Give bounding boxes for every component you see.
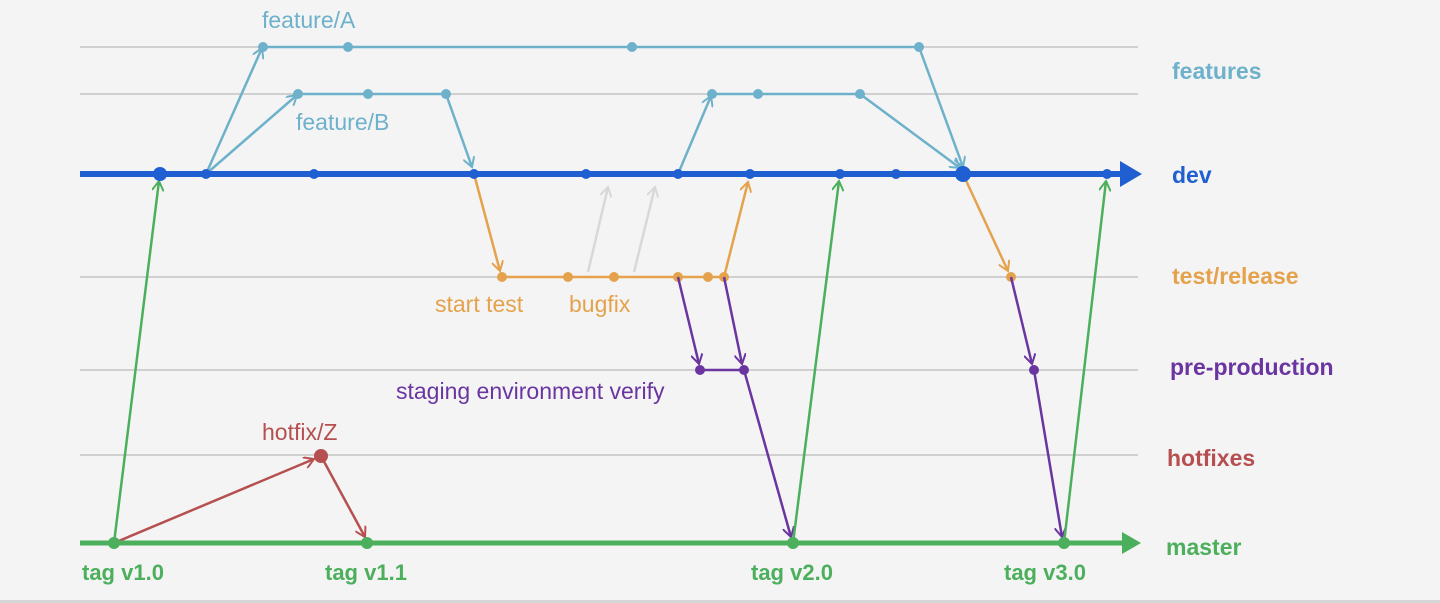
preprod-to-master-2 [1032,369,1062,537]
commit-dot [363,89,373,99]
master-arrowhead [1122,532,1141,554]
commit-dot [753,89,763,99]
master-trunk [80,532,1141,554]
commit-dot [1029,365,1039,375]
feature-b-label: feature/B [296,109,389,135]
hotfix-commit [314,449,328,463]
preprod-in-3 [1009,276,1032,364]
feature-c-branch-off [676,96,711,175]
faint-arrow [586,187,608,273]
commit-dot [835,169,845,179]
tag-label: tag v1.1 [325,560,407,585]
preprod-in-1 [676,276,699,364]
commit-dot [695,365,705,375]
dev-commits [153,166,1112,182]
release-branch-off [961,173,1008,271]
commit-dot [201,169,211,179]
feature-c-merge [859,92,960,168]
test-merge-back-dev [722,182,748,278]
lane-label-hotfixes: hotfixes [1167,445,1255,471]
commit-dot [581,169,591,179]
commit-dot [258,42,268,52]
lane-label-dev: dev [1172,162,1212,188]
lane-label-features: features [1172,58,1261,84]
hotfix-merge [319,455,365,537]
tag-label: tag v3.0 [1004,560,1086,585]
tag-commit [1058,537,1070,549]
bottom-divider [0,600,1440,603]
tag-commit [108,537,120,549]
hotfix-z-label: hotfix/Z [262,419,337,445]
commit-dot [703,272,713,282]
commit-dot [745,169,755,179]
feature-a-branch-off [204,48,262,175]
preprod-to-master [742,369,791,537]
test-release-branch [472,173,1008,279]
commit-dot [1102,169,1112,179]
dev-trunk [80,161,1142,187]
commit-dot [673,169,683,179]
commit-dot [441,89,451,99]
commit-dot [855,89,865,99]
master-commits [108,537,1070,549]
dev-arrowhead [1120,161,1142,187]
commit-dot [293,89,303,99]
commit-dot [609,272,619,282]
preprod-in-2 [722,276,742,364]
preprod-commits [695,365,1039,375]
tag-label: tag v1.0 [82,560,164,585]
merge-arrow [1062,181,1106,544]
commit-dot [497,272,507,282]
commit-dot [309,169,319,179]
start-test-label: start test [435,291,524,317]
lane-label-pre-production: pre-production [1170,354,1334,380]
commit-dot [627,42,637,52]
merge-arrow [791,181,839,544]
bugfix-label: bugfix [569,291,631,317]
feature-a-label: feature/A [262,7,356,33]
commit-dot [891,169,901,179]
staging-verify-label: staging environment verify [396,378,665,404]
commit-dot [739,365,749,375]
tag-commit [361,537,373,549]
bugfix-back-merges [586,187,655,273]
commit-dot [914,42,924,52]
pre-production-branch [676,276,1062,537]
test-branch-off [472,173,500,271]
feature-b-branch-off [205,95,297,175]
commit-dot-large [153,167,167,181]
faint-arrow [632,187,655,273]
feature-branches [204,45,963,175]
commit-dot-large [955,166,971,182]
lane-label-test-release: test/release [1172,263,1299,289]
master-to-dev-merges [112,181,1106,544]
commit-dot [563,272,573,282]
feature-b-merge [444,93,472,167]
merge-arrow [112,181,159,544]
tag-label: tag v2.0 [751,560,833,585]
hotfix-branch-off [113,459,314,545]
commit-dot [343,42,353,52]
commit-dot [707,89,717,99]
lane-label-master: master [1166,534,1241,560]
feature-a-merge [917,46,963,167]
tag-commit [787,537,799,549]
hotfix-branch [113,455,365,545]
feature-commits [258,42,924,99]
commit-dot [469,169,479,179]
